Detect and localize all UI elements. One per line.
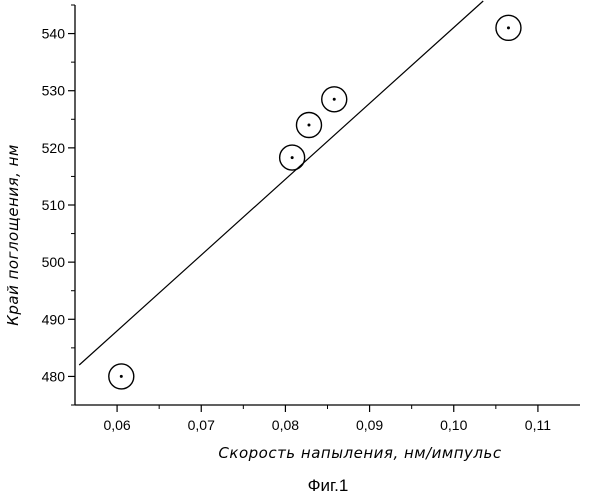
x-tick-label: 0,11: [525, 417, 551, 433]
y-tick-label: 530: [42, 83, 66, 99]
axes: [75, 5, 580, 405]
x-ticks: 0,06 0,07 0,08 0,09 0,10 0,11: [103, 405, 551, 433]
data-point: [322, 87, 347, 112]
data-point-dot: [291, 156, 294, 159]
data-point-dot: [307, 124, 310, 127]
y-tick-label: 520: [42, 140, 66, 156]
y-ticks: 480 490 500 510 520 530 540: [42, 5, 75, 405]
data-point-dot: [507, 26, 510, 29]
x-tick-label: 0,07: [188, 417, 215, 433]
y-tick-label: 500: [42, 254, 66, 270]
data-point: [280, 145, 305, 170]
figure-caption: Фиг.1: [308, 476, 349, 495]
data-point: [496, 15, 521, 40]
data-point-dot: [120, 375, 123, 378]
trend-line: [79, 1, 483, 365]
y-tick-label: 490: [42, 311, 66, 327]
x-tick-label: 0,10: [440, 417, 467, 433]
data-point-dot: [333, 98, 336, 101]
y-tick-label: 540: [42, 26, 66, 42]
y-tick-label: 480: [42, 368, 66, 384]
x-axis-label: Скорость напыления, нм/импульс: [218, 444, 501, 462]
data-points: [109, 15, 521, 389]
data-point: [296, 113, 321, 138]
x-tick-label: 0,06: [103, 417, 130, 433]
x-tick-label: 0,08: [272, 417, 299, 433]
y-tick-label: 510: [42, 197, 66, 213]
y-axis-label: Край поглощения, нм: [4, 144, 22, 326]
x-tick-label: 0,09: [356, 417, 383, 433]
data-point: [109, 364, 134, 389]
